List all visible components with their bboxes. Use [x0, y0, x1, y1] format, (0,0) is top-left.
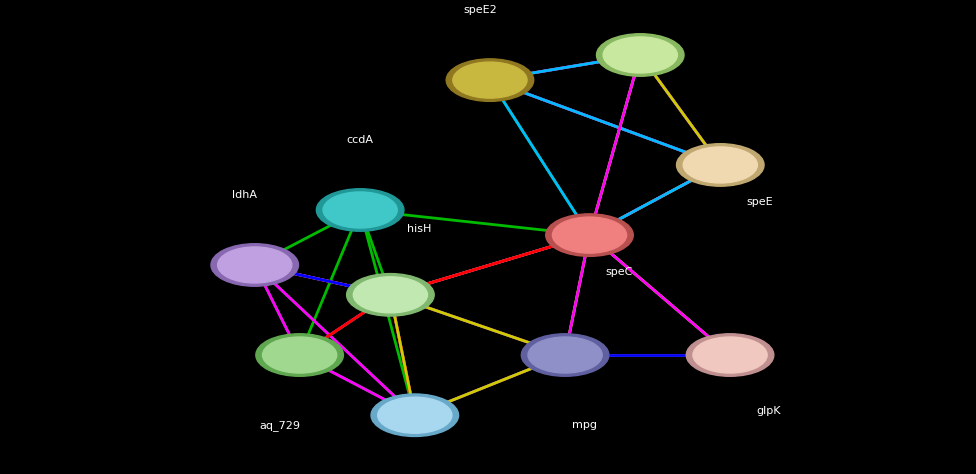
Circle shape	[378, 397, 452, 433]
Circle shape	[211, 244, 299, 286]
Text: glpK: glpK	[756, 406, 782, 416]
Text: speE2: speE2	[464, 5, 497, 15]
Circle shape	[353, 277, 427, 313]
Circle shape	[323, 192, 397, 228]
Circle shape	[346, 273, 434, 316]
Text: hisH: hisH	[408, 224, 431, 234]
Circle shape	[596, 34, 684, 76]
Circle shape	[676, 144, 764, 186]
Circle shape	[316, 189, 404, 231]
Text: ldhA: ldhA	[232, 190, 258, 200]
Circle shape	[453, 62, 527, 98]
Circle shape	[683, 147, 757, 183]
Text: speC: speC	[605, 267, 632, 277]
Circle shape	[446, 59, 534, 101]
Text: speE: speE	[746, 197, 773, 207]
Circle shape	[603, 37, 677, 73]
Circle shape	[686, 334, 774, 376]
Text: ccdA: ccdA	[346, 135, 374, 145]
Circle shape	[263, 337, 337, 373]
Circle shape	[546, 214, 633, 256]
Circle shape	[371, 394, 459, 437]
Circle shape	[552, 217, 627, 253]
Circle shape	[218, 247, 292, 283]
Circle shape	[528, 337, 602, 373]
Text: aq_729: aq_729	[260, 420, 301, 431]
Circle shape	[693, 337, 767, 373]
Circle shape	[521, 334, 609, 376]
Text: mpg: mpg	[572, 420, 597, 430]
Circle shape	[256, 334, 344, 376]
